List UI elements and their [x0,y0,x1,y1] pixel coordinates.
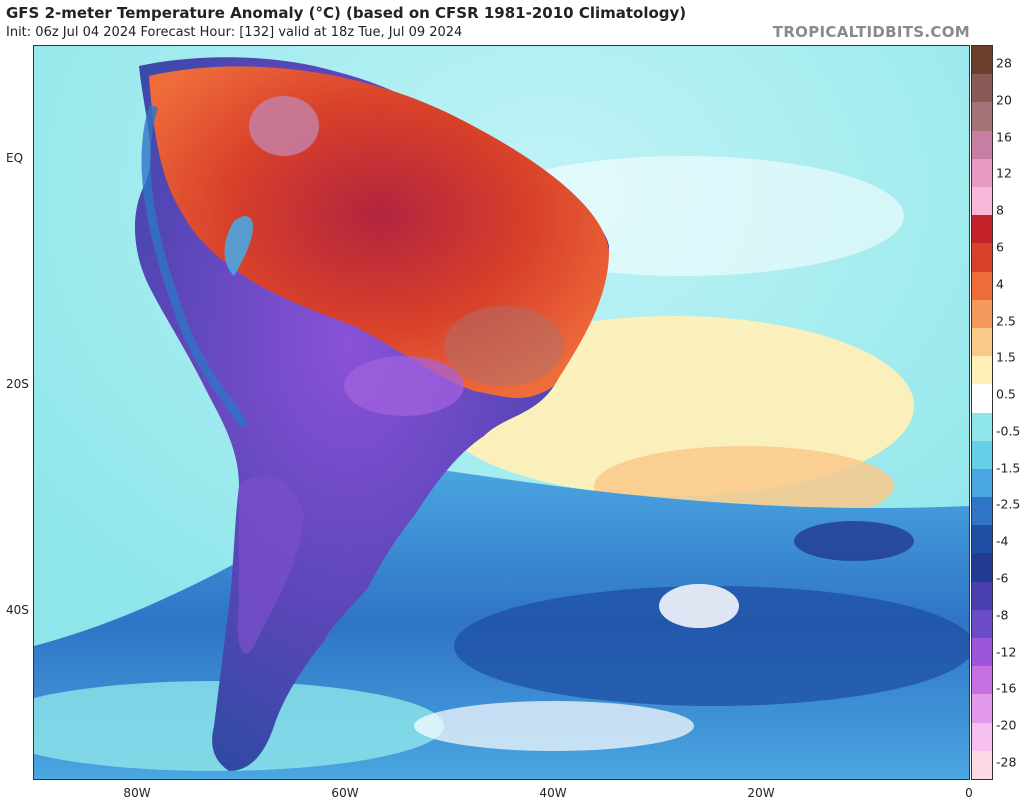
lon-label-0: 0 [965,786,973,800]
cold-ocean-core [794,521,914,561]
colorbar-tick-label: 6 [996,239,1004,255]
colorbar-segment [972,271,992,301]
colorbar-segment [972,186,992,216]
colorbar-tick-label: 1.5 [996,349,1016,365]
colorbar-tick-label: 2.5 [996,313,1016,329]
colorbar-segment [972,46,992,75]
colorbar-segment [972,327,992,357]
colorbar-tick-label: -6 [996,570,1009,586]
colorbar-tick-label: -2.5 [996,496,1021,512]
lon-label-60w: 60W [331,786,359,800]
white-south-patch [414,701,694,751]
colorbar-tick-label: -12 [996,644,1017,660]
lat-label-20s: 20S [6,377,29,391]
colorbar-segment [972,74,992,103]
colorbar-segment [972,525,992,554]
forecast-subtitle: Init: 06z Jul 04 2024 Forecast Hour: [13… [6,25,463,40]
colorbar-segment [972,497,992,526]
colorbar-segment [972,638,992,667]
colorbar-segment [972,102,992,132]
colorbar-tick-label: -4 [996,533,1009,549]
warm-core-brazil [444,306,564,386]
colorbar-segment [972,581,992,611]
cold-core-argentina [237,476,304,654]
colorbar-tick-label: 12 [996,165,1012,181]
colorbar-segment [972,130,992,160]
colorbar-segment [972,694,992,724]
colorbar-segment [972,468,992,498]
colorbar-tick-label: 0.5 [996,386,1016,402]
colorbar-tick-label: 28 [996,55,1012,71]
lon-label-40w: 40W [539,786,567,800]
colorbar-segment [972,243,992,273]
colorbar-segment [972,666,992,695]
colorbar-tick-label: -20 [996,717,1017,733]
colorbar-tick-label: -1.5 [996,460,1021,476]
anomaly-map [33,45,970,780]
lat-label-eq: EQ [6,151,24,165]
colorbar-tick-label: -28 [996,754,1017,770]
colorbar-segment [972,440,992,470]
cold-core-paraguay [344,356,464,416]
colorbar-segment [972,356,992,385]
colorbar-tick-label: -16 [996,680,1017,696]
colorbar-tick-label: -8 [996,607,1009,623]
colorbar-segment [972,299,992,329]
colorbar-segment [972,750,992,780]
lon-label-20w: 20W [747,786,775,800]
colorbar-tick-label: 4 [996,276,1004,292]
brand-watermark: TROPICALTIDBITS.COM [772,23,970,41]
colorbar-tick-label: 8 [996,202,1004,218]
colorbar-segment [972,553,992,583]
andes-cool-strip [141,104,249,429]
lon-label-80w: 80W [123,786,151,800]
cool-andes-pocket [224,216,253,276]
colorbar-segment [972,722,992,752]
colorbar-segment [972,412,992,442]
map-canvas [34,46,969,779]
colorbar [971,45,993,780]
colorbar-segment [972,158,992,188]
cold-ocean-band [454,586,969,706]
colorbar-segment [972,384,992,413]
colorbar-segment [972,609,992,639]
colorbar-tick-label: 16 [996,129,1012,145]
colorbar-segment [972,215,992,244]
lat-label-40s: 40S [6,603,29,617]
colorbar-tick-label: -0.5 [996,423,1021,439]
colorbar-tick-label: 20 [996,92,1012,108]
chart-title: GFS 2-meter Temperature Anomaly (°C) (ba… [6,4,687,22]
extreme-warm-patch [249,96,319,156]
white-ocean-eddy [659,584,739,628]
